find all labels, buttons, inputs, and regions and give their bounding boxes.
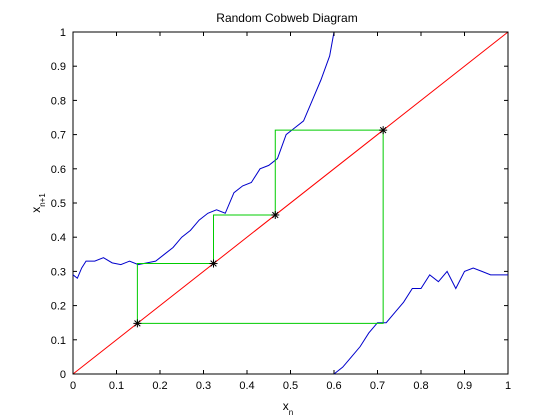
cobweb-point-marker	[209, 259, 218, 268]
x-axis-label: xn	[283, 399, 293, 417]
y-tick-label: 0	[60, 369, 66, 381]
points-layer	[133, 126, 388, 328]
y-tick-label: 0.2	[51, 301, 66, 313]
y-tick-label: 0.9	[51, 61, 66, 73]
y-tick-label: 0.5	[51, 198, 66, 210]
x-tick-label: 0.3	[196, 380, 211, 392]
y-tick-label: 0.4	[51, 232, 66, 244]
x-tick-label: 0.6	[326, 380, 341, 392]
x-tick-label: 0.5	[283, 380, 298, 392]
x-tick-label: 0.9	[457, 380, 472, 392]
x-tick-label: 0.1	[109, 380, 124, 392]
y-axis-ticks: 0 0.1 0.2 0.3 0.4 0.5 0.6 0.7 0.8 0.9 1	[51, 27, 508, 381]
x-tick-label: 0.8	[413, 380, 428, 392]
x-tick-label: 0	[70, 380, 76, 392]
x-tick-label: 1	[505, 380, 511, 392]
cobweb-point-marker	[271, 210, 280, 219]
y-tick-label: 0.1	[51, 335, 66, 347]
cobweb-point-marker	[133, 319, 142, 328]
x-axis-ticks: 0 0.1 0.2 0.3 0.4 0.5 0.6 0.7 0.8 0.9 1	[70, 32, 511, 392]
x-tick-label: 0.4	[239, 380, 254, 392]
y-tick-label: 0.7	[51, 130, 66, 142]
y-tick-label: 0.8	[51, 95, 66, 107]
x-axis-label-subscript: n	[289, 408, 293, 417]
y-tick-label: 0.6	[51, 164, 66, 176]
x-tick-label: 0.7	[370, 380, 385, 392]
y-axis-label: xn+1	[29, 193, 47, 213]
y-tick-label: 1	[60, 27, 66, 39]
series-map-right-line	[333, 267, 508, 375]
x-tick-label: 0.2	[152, 380, 167, 392]
y-axis-label-subscript: n+1	[38, 193, 47, 207]
y-tick-label: 0.3	[51, 266, 66, 278]
cobweb-point-marker	[379, 126, 388, 135]
series-diagonal-line	[72, 31, 509, 375]
chart-title: Random Cobweb Diagram	[216, 11, 357, 25]
